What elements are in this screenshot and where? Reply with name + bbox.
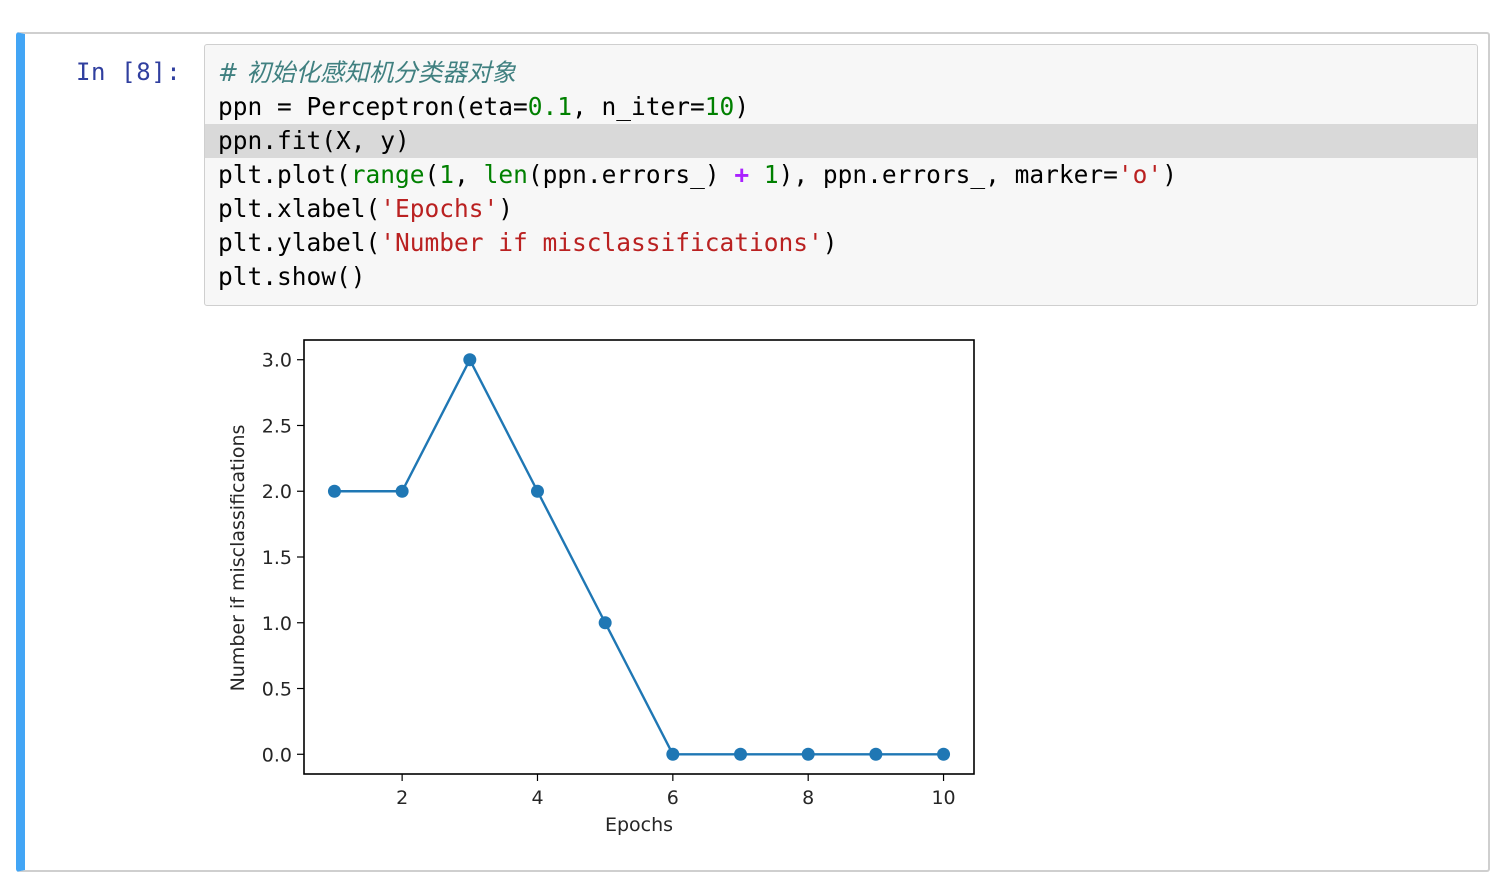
code-line[interactable]: plt.show() xyxy=(218,260,366,294)
code-line[interactable]: plt.xlabel('Epochs') xyxy=(218,192,513,226)
y-tick-label: 2.0 xyxy=(262,481,292,503)
data-point xyxy=(666,747,680,761)
input-prompt: In [8]: xyxy=(76,58,182,86)
series-line xyxy=(334,357,944,756)
y-tick-label: 0.0 xyxy=(262,744,292,766)
code-token: ) xyxy=(1162,160,1177,189)
code-token: range xyxy=(350,160,425,189)
code-token: ) xyxy=(822,228,838,257)
code-token: , xyxy=(454,160,484,189)
plot-area xyxy=(303,339,975,775)
code-token: 1 xyxy=(439,160,455,189)
code-editor[interactable]: # 初始化感知机分类器对象 ppn = Perceptron(eta=0.1, n… xyxy=(204,44,1478,306)
code-token: 1 xyxy=(763,160,779,189)
y-axis-label-group: Number if misclassifications xyxy=(227,425,249,692)
x-tick-label: 4 xyxy=(531,787,543,809)
data-point xyxy=(530,484,544,498)
data-point xyxy=(869,747,883,761)
code-line[interactable]: ppn = Perceptron(eta=0.1, n_iter=10) xyxy=(218,90,749,124)
y-tick-label: 1.0 xyxy=(262,613,292,635)
x-tick-label: 10 xyxy=(931,787,955,809)
code-token: ) xyxy=(498,194,514,223)
code-token: ppn.fit(X, y) xyxy=(218,126,410,155)
code-line[interactable]: # 初始化感知机分类器对象 xyxy=(218,56,516,90)
code-token: (ppn.errors_) xyxy=(527,160,735,189)
y-axis-label: Number if misclassifications xyxy=(227,425,249,692)
code-line[interactable]: plt.plot(range(1, len(ppn.errors_) + 1),… xyxy=(218,158,1177,192)
code-token: + xyxy=(734,160,750,189)
y-tick-label: 1.5 xyxy=(262,547,292,569)
code-token: plt.xlabel( xyxy=(218,194,381,223)
code-token: ( xyxy=(424,160,440,189)
data-point xyxy=(463,353,477,367)
y-tick-label: 0.5 xyxy=(262,679,292,701)
code-token: 'Number if misclassifications' xyxy=(380,228,823,257)
x-tick-label: 6 xyxy=(667,787,679,809)
code-token: , n_iter= xyxy=(572,92,705,121)
code-line[interactable]: plt.ylabel('Number if misclassifications… xyxy=(218,226,838,260)
line-chart: 2 4 6 8 10 0.0 0.5 1.0 1.5 2.0 2.5 3.0 Number if mi… xyxy=(227,339,975,836)
x-tick-label: 8 xyxy=(802,787,814,809)
code-token: # 初始化感知机分类器对象 xyxy=(218,58,516,87)
code-token: 10 xyxy=(704,92,735,121)
code-token: plt.ylabel( xyxy=(218,228,381,257)
data-point xyxy=(395,484,409,498)
cell-output: 2 4 6 8 10 0.0 0.5 1.0 1.5 2.0 2.5 3.0 Number if mi… xyxy=(214,330,994,855)
code-token: 'o' xyxy=(1117,160,1163,189)
data-point xyxy=(734,747,748,761)
x-axis-label: Epochs xyxy=(605,814,673,836)
x-tick-label: 2 xyxy=(396,787,408,809)
code-token: len xyxy=(483,160,528,189)
code-token xyxy=(749,160,764,189)
code-token: ), ppn.errors_, marker= xyxy=(778,160,1118,189)
data-point xyxy=(327,484,341,498)
data-point xyxy=(937,747,951,761)
code-token: 0.1 xyxy=(527,92,573,121)
y-tick-label: 3.0 xyxy=(262,350,292,372)
code-token: plt.show() xyxy=(218,262,366,291)
code-token: 'Epochs' xyxy=(380,194,499,223)
code-line[interactable]: ppn.fit(X, y) xyxy=(205,124,1477,158)
y-tick-label: 2.5 xyxy=(262,415,292,437)
code-token: plt.plot( xyxy=(218,160,351,189)
code-token: ppn = Perceptron(eta= xyxy=(218,92,528,121)
data-point xyxy=(598,616,612,630)
code-token: ) xyxy=(734,92,750,121)
data-point xyxy=(801,747,815,761)
